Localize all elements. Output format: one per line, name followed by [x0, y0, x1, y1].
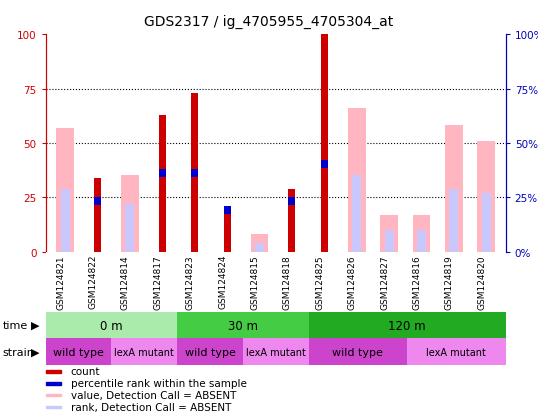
Text: GSM124814: GSM124814: [121, 254, 130, 309]
Text: value, Detection Call = ABSENT: value, Detection Call = ABSENT: [70, 390, 236, 400]
Bar: [46, 370, 61, 373]
Bar: [417, 230, 426, 252]
Bar: [46, 382, 61, 385]
Text: lexA mutant: lexA mutant: [115, 347, 174, 357]
Bar: [159, 169, 166, 177]
Text: rank, Detection Call = ABSENT: rank, Detection Call = ABSENT: [70, 402, 231, 412]
Text: time: time: [3, 320, 28, 330]
Bar: [94, 178, 101, 252]
Bar: [321, 161, 328, 169]
Bar: [445, 126, 463, 252]
Bar: [46, 394, 61, 396]
Bar: [352, 176, 361, 252]
Text: percentile rank within the sample: percentile rank within the sample: [70, 378, 246, 388]
Bar: [385, 230, 394, 252]
Text: GSM124817: GSM124817: [153, 254, 162, 309]
Text: count: count: [70, 366, 100, 376]
Bar: [251, 235, 268, 252]
Bar: [177, 339, 243, 366]
Text: GSM124824: GSM124824: [218, 254, 227, 309]
Text: GSM124818: GSM124818: [283, 254, 292, 309]
Text: ▶: ▶: [31, 347, 40, 357]
Text: GSM124821: GSM124821: [56, 254, 65, 309]
Text: GSM124819: GSM124819: [445, 254, 454, 309]
Bar: [288, 198, 295, 205]
Bar: [288, 189, 295, 252]
Bar: [449, 189, 458, 252]
Text: GSM124820: GSM124820: [477, 254, 486, 309]
Bar: [407, 339, 506, 366]
Text: wild type: wild type: [185, 347, 236, 357]
Bar: [224, 206, 231, 214]
Bar: [309, 339, 407, 366]
Bar: [159, 115, 166, 252]
Bar: [121, 176, 139, 252]
Bar: [191, 169, 199, 177]
Bar: [191, 94, 199, 252]
Text: lexA mutant: lexA mutant: [427, 347, 486, 357]
Text: 0 m: 0 m: [100, 319, 123, 332]
Bar: [380, 215, 398, 252]
Text: GSM124815: GSM124815: [251, 254, 259, 309]
Bar: [348, 109, 366, 252]
Bar: [125, 204, 134, 252]
Text: GDS2317 / ig_4705955_4705304_at: GDS2317 / ig_4705955_4705304_at: [144, 15, 394, 29]
Text: GSM124825: GSM124825: [315, 254, 324, 309]
Text: GSM124827: GSM124827: [380, 254, 389, 309]
Bar: [46, 312, 177, 339]
Bar: [321, 35, 328, 252]
Text: GSM124826: GSM124826: [348, 254, 357, 309]
Bar: [177, 312, 309, 339]
Text: GSM124816: GSM124816: [413, 254, 421, 309]
Text: GSM124822: GSM124822: [89, 254, 97, 309]
Text: strain: strain: [3, 347, 34, 357]
Bar: [243, 339, 309, 366]
Bar: [255, 243, 264, 252]
Bar: [482, 193, 491, 252]
Text: lexA mutant: lexA mutant: [246, 347, 306, 357]
Text: ▶: ▶: [31, 320, 40, 330]
Bar: [46, 339, 111, 366]
Bar: [309, 312, 506, 339]
Bar: [94, 198, 101, 205]
Bar: [477, 141, 495, 252]
Bar: [56, 128, 74, 252]
Bar: [111, 339, 177, 366]
Bar: [61, 189, 70, 252]
Text: GSM124823: GSM124823: [186, 254, 195, 309]
Text: wild type: wild type: [53, 347, 104, 357]
Text: wild type: wild type: [332, 347, 383, 357]
Bar: [413, 215, 430, 252]
Text: 120 m: 120 m: [388, 319, 426, 332]
Bar: [46, 406, 61, 408]
Text: 30 m: 30 m: [228, 319, 258, 332]
Bar: [224, 211, 231, 252]
